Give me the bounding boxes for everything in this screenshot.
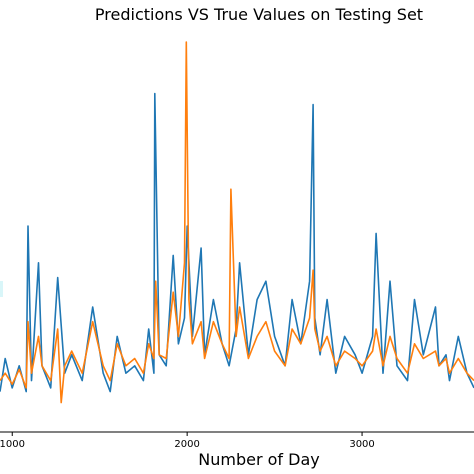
chart-title: Predictions VS True Values on Testing Se… bbox=[95, 5, 423, 24]
plot-area: 1000 2000 3000 bbox=[0, 41, 474, 450]
series-line-prediction bbox=[0, 41, 474, 404]
x-tick-label: 1000 bbox=[0, 439, 25, 450]
series-line-true bbox=[0, 92, 474, 393]
x-ticks: 1000 2000 3000 bbox=[0, 432, 375, 450]
x-tick-label: 3000 bbox=[349, 439, 374, 450]
clip-strip bbox=[0, 281, 3, 297]
series-layer bbox=[0, 41, 474, 404]
x-tick-label: 2000 bbox=[174, 439, 199, 450]
x-axis-label: Number of Day bbox=[198, 450, 319, 469]
